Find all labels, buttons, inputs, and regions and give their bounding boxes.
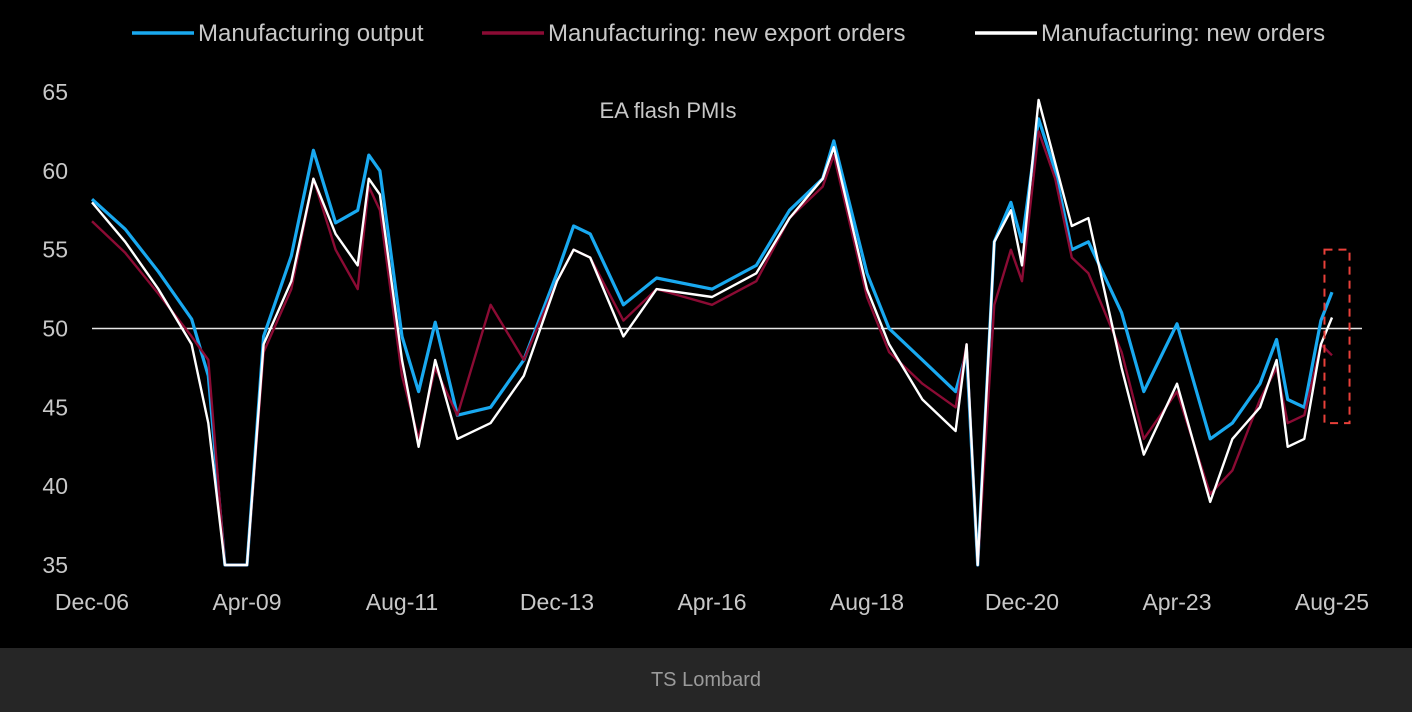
y-tick-label: 40 <box>42 473 68 499</box>
y-tick-label: 55 <box>42 237 68 263</box>
y-tick-label: 35 <box>42 552 68 578</box>
legend-label: Manufacturing: new orders <box>1041 20 1325 47</box>
axis-layer: 35 40 45 50 55 60 65 Dec-06 Apr-09 Aug-11 Dec-13 Ap… <box>42 79 1369 615</box>
y-tick-label: 50 <box>42 316 68 342</box>
x-tick-label: Dec-06 <box>55 589 129 615</box>
series-line-1 <box>90 117 1334 567</box>
legend-item-3: Manufacturing: new orders <box>975 20 1325 47</box>
y-tick-label: 60 <box>42 158 68 184</box>
highlight-layer <box>1323 248 1351 425</box>
x-tick-label: Aug-11 <box>366 589 438 615</box>
y-tick-label: 45 <box>42 394 68 420</box>
x-tick-label: Apr-16 <box>677 589 746 615</box>
x-tick-label: Dec-13 <box>520 589 594 615</box>
legend-label: Manufacturing: new export orders <box>548 20 906 47</box>
series-line-3 <box>91 98 1334 567</box>
x-tick-label: Aug-18 <box>830 589 904 615</box>
legend: Manufacturing output Manufacturing: new e… <box>132 20 1325 47</box>
source-label: TS Lombard <box>650 668 762 691</box>
highlight-box <box>1323 248 1351 425</box>
legend-item-1: Manufacturing output <box>132 20 424 47</box>
legend-label: Manufacturing output <box>198 20 424 47</box>
series-line-2 <box>91 130 1333 567</box>
x-tick-label: Apr-23 <box>1142 589 1211 615</box>
footer-bar: TS Lombard <box>0 648 1412 712</box>
chart-area: 35 40 45 50 55 60 65 Dec-06 Apr-09 Aug-11 Dec-13 Ap… <box>42 20 1370 615</box>
y-tick-label: 65 <box>42 79 68 105</box>
series-layer <box>90 98 1334 567</box>
legend-item-2: Manufacturing: new export orders <box>482 20 906 47</box>
x-tick-label: Aug-25 <box>1295 589 1369 615</box>
x-tick-label: Dec-20 <box>985 589 1059 615</box>
x-tick-label: Apr-09 <box>212 589 281 615</box>
pmi-line-chart: 35 40 45 50 55 60 65 Dec-06 Apr-09 Aug-11 Dec-13 Ap… <box>42 20 1369 615</box>
chart-title: EA flash PMIs <box>600 98 737 123</box>
